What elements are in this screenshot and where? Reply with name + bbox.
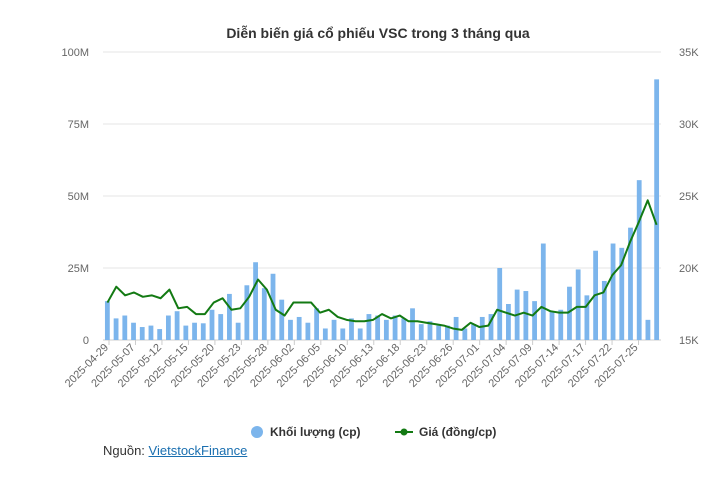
- volume-bar[interactable]: [575, 269, 581, 340]
- y-right-tick-label: 35K: [679, 47, 699, 59]
- chart-title: Diễn biến giá cổ phiếu VSC trong 3 tháng…: [226, 25, 530, 41]
- volume-bar[interactable]: [479, 316, 485, 340]
- volume-bar[interactable]: [558, 309, 564, 340]
- y-axis-right: 15K 20K 25K 30K 35K: [679, 47, 699, 347]
- price-line[interactable]: [106, 199, 658, 331]
- legend-item-volume[interactable]: Khối lượng (cp): [251, 425, 361, 439]
- volume-bar[interactable]: [192, 322, 197, 340]
- volume-bar[interactable]: [418, 324, 424, 340]
- volume-bar[interactable]: [113, 318, 119, 340]
- y-right-tick-label: 20K: [679, 263, 699, 275]
- y-right-tick-label: 30K: [679, 119, 699, 131]
- volume-bar[interactable]: [209, 309, 215, 340]
- y-left-tick-label: 50M: [68, 191, 89, 203]
- volume-bar[interactable]: [540, 243, 546, 340]
- volume-bar[interactable]: [322, 328, 328, 340]
- volume-bar[interactable]: [375, 315, 381, 340]
- y-right-tick-label: 25K: [679, 191, 699, 203]
- volume-bar[interactable]: [200, 323, 206, 340]
- volume-bar[interactable]: [636, 180, 642, 340]
- price-line-group: [106, 199, 658, 331]
- volume-bar[interactable]: [444, 325, 450, 340]
- volume-bar[interactable]: [148, 325, 154, 340]
- volume-bar[interactable]: [654, 79, 660, 341]
- volume-bar[interactable]: [235, 322, 241, 340]
- volume-bar[interactable]: [131, 322, 136, 340]
- volume-bar[interactable]: [270, 273, 276, 340]
- volume-bar[interactable]: [401, 318, 407, 340]
- y-left-tick-label: 25M: [68, 263, 89, 275]
- volume-bar[interactable]: [357, 328, 363, 340]
- source-note: Nguồn: VietstockFinance: [103, 443, 247, 458]
- volume-bar[interactable]: [383, 319, 389, 340]
- volume-bar[interactable]: [174, 311, 180, 340]
- volume-bar[interactable]: [619, 247, 625, 340]
- volume-bar[interactable]: [601, 280, 607, 340]
- volume-bar[interactable]: [288, 319, 293, 340]
- volume-bar[interactable]: [104, 301, 110, 340]
- volume-bar[interactable]: [314, 308, 320, 340]
- volume-bar[interactable]: [410, 308, 415, 340]
- volume-bar[interactable]: [392, 315, 398, 340]
- volume-bar[interactable]: [427, 321, 433, 340]
- legend-price-label: Giá (đồng/cp): [419, 425, 496, 439]
- legend[interactable]: Khối lượng (cp) Giá (đồng/cp): [251, 425, 496, 439]
- volume-bar[interactable]: [567, 286, 572, 340]
- volume-bar[interactable]: [436, 325, 442, 340]
- volume-bar[interactable]: [462, 328, 468, 340]
- volume-bar[interactable]: [471, 324, 476, 340]
- y-left-tick-label: 0: [83, 335, 89, 347]
- volume-bar[interactable]: [253, 262, 258, 340]
- x-axis: 2025-04-292025-05-072025-05-122025-05-15…: [63, 340, 641, 390]
- volume-bar[interactable]: [227, 293, 232, 340]
- volume-bar[interactable]: [349, 318, 354, 340]
- source-prefix: Nguồn:: [103, 443, 149, 458]
- y-right-tick-label: 15K: [679, 335, 699, 347]
- volume-bar[interactable]: [218, 314, 224, 340]
- volume-bar[interactable]: [139, 327, 145, 340]
- legend-price-marker: [400, 428, 408, 436]
- y-left-tick-label: 75M: [68, 119, 89, 131]
- volume-bar[interactable]: [296, 316, 302, 340]
- y-left-tick-label: 100M: [61, 47, 89, 59]
- legend-item-price[interactable]: Giá (đồng/cp): [395, 425, 496, 439]
- legend-volume-marker: [251, 426, 263, 438]
- volume-bar[interactable]: [244, 285, 250, 340]
- volume-bar[interactable]: [549, 311, 555, 340]
- volume-bar[interactable]: [157, 329, 163, 340]
- volume-bar[interactable]: [610, 243, 616, 340]
- volume-bar[interactable]: [183, 325, 189, 340]
- volume-bar[interactable]: [523, 291, 529, 340]
- volume-bar[interactable]: [645, 319, 651, 340]
- volume-bar[interactable]: [584, 295, 590, 340]
- volume-bar[interactable]: [340, 328, 346, 340]
- volume-bar[interactable]: [331, 319, 337, 340]
- volume-bar[interactable]: [366, 314, 372, 340]
- volume-bar[interactable]: [628, 227, 633, 340]
- legend-volume-label: Khối lượng (cp): [270, 425, 361, 439]
- volume-bar[interactable]: [279, 299, 285, 340]
- volume-bar[interactable]: [532, 301, 537, 340]
- volume-bar[interactable]: [261, 288, 267, 340]
- source-link[interactable]: VietstockFinance: [148, 443, 248, 458]
- volume-bar[interactable]: [122, 315, 128, 340]
- volume-bars: [104, 79, 660, 341]
- volume-bar[interactable]: [497, 268, 503, 340]
- volume-bar[interactable]: [165, 315, 171, 340]
- volume-bar[interactable]: [305, 322, 311, 340]
- volume-bar[interactable]: [488, 314, 494, 340]
- y-axis-left: 0 25M 50M 75M 100M: [61, 47, 89, 347]
- volume-bar[interactable]: [506, 304, 511, 340]
